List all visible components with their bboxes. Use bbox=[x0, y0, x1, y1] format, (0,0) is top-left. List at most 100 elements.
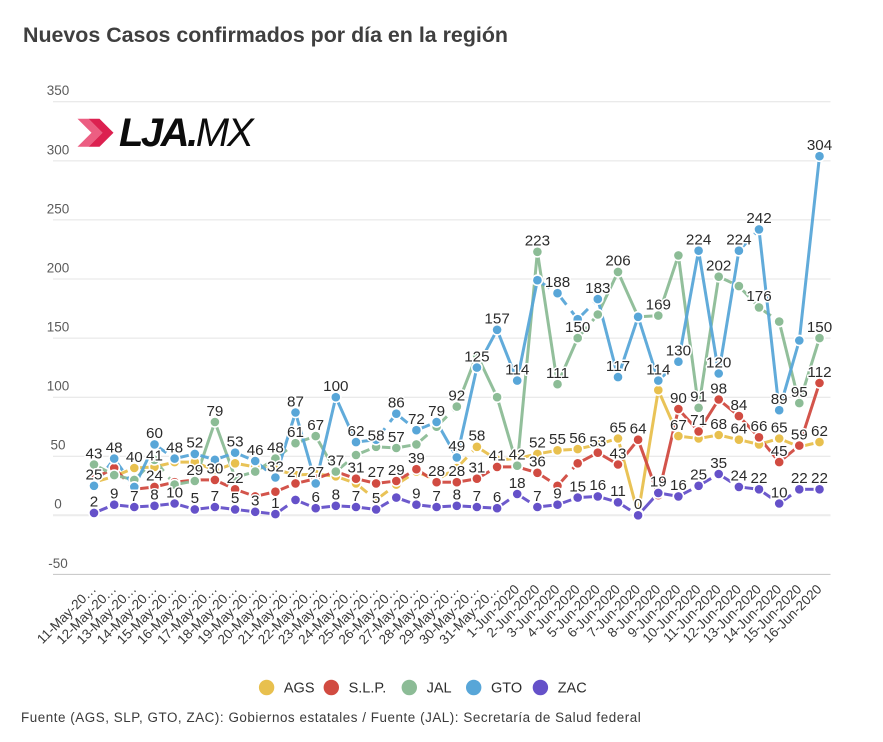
svg-text:45: 45 bbox=[771, 443, 788, 460]
svg-text:92: 92 bbox=[448, 387, 465, 404]
svg-text:-50: -50 bbox=[48, 556, 68, 571]
svg-text:120: 120 bbox=[706, 354, 731, 371]
svg-text:65: 65 bbox=[610, 419, 627, 436]
svg-text:5: 5 bbox=[231, 490, 239, 507]
svg-text:67: 67 bbox=[670, 417, 687, 434]
svg-text:22: 22 bbox=[227, 470, 244, 487]
svg-text:ZAC: ZAC bbox=[558, 681, 587, 697]
svg-text:206: 206 bbox=[605, 253, 630, 270]
svg-text:71: 71 bbox=[690, 412, 707, 429]
svg-text:350: 350 bbox=[47, 83, 70, 98]
svg-text:19: 19 bbox=[650, 474, 667, 491]
svg-text:64: 64 bbox=[730, 421, 747, 438]
svg-text:64: 64 bbox=[630, 421, 647, 438]
svg-text:37: 37 bbox=[327, 452, 344, 469]
svg-text:36: 36 bbox=[529, 454, 546, 471]
svg-text:41: 41 bbox=[146, 448, 163, 465]
svg-text:18: 18 bbox=[509, 475, 526, 492]
svg-text:48: 48 bbox=[166, 439, 183, 456]
svg-text:6: 6 bbox=[311, 489, 319, 506]
svg-text:58: 58 bbox=[368, 428, 385, 445]
svg-text:AGS: AGS bbox=[284, 681, 315, 697]
svg-text:8: 8 bbox=[150, 487, 158, 504]
svg-text:5: 5 bbox=[372, 490, 380, 507]
svg-text:48: 48 bbox=[267, 439, 284, 456]
svg-text:112: 112 bbox=[807, 364, 831, 381]
svg-text:49: 49 bbox=[448, 438, 465, 455]
svg-text:29: 29 bbox=[186, 462, 203, 479]
svg-text:90: 90 bbox=[670, 390, 687, 407]
svg-text:27: 27 bbox=[368, 464, 385, 481]
svg-text:1: 1 bbox=[271, 495, 279, 512]
svg-text:15: 15 bbox=[569, 478, 586, 495]
svg-text:28: 28 bbox=[448, 463, 465, 480]
svg-text:150: 150 bbox=[47, 320, 70, 335]
svg-text:8: 8 bbox=[332, 487, 340, 504]
svg-text:150: 150 bbox=[807, 319, 832, 336]
svg-text:22: 22 bbox=[751, 470, 768, 487]
svg-text:100: 100 bbox=[323, 378, 348, 395]
svg-text:46: 46 bbox=[247, 442, 264, 459]
svg-text:60: 60 bbox=[146, 425, 163, 442]
svg-text:7: 7 bbox=[473, 488, 481, 505]
svg-text:125: 125 bbox=[464, 348, 489, 365]
svg-text:130: 130 bbox=[666, 343, 691, 360]
svg-text:32: 32 bbox=[267, 458, 284, 475]
svg-text:157: 157 bbox=[484, 311, 509, 328]
svg-text:0: 0 bbox=[54, 497, 62, 512]
svg-text:29: 29 bbox=[388, 462, 405, 479]
svg-text:67: 67 bbox=[307, 417, 324, 434]
svg-text:91: 91 bbox=[690, 389, 707, 406]
svg-text:117: 117 bbox=[606, 358, 630, 375]
svg-text:62: 62 bbox=[348, 423, 365, 440]
svg-text:79: 79 bbox=[428, 403, 445, 420]
svg-text:66: 66 bbox=[751, 418, 768, 435]
svg-text:300: 300 bbox=[47, 142, 70, 157]
svg-text:53: 53 bbox=[227, 434, 244, 451]
svg-text:31: 31 bbox=[348, 460, 365, 477]
svg-text:7: 7 bbox=[432, 488, 440, 505]
svg-text:28: 28 bbox=[428, 463, 445, 480]
svg-text:224: 224 bbox=[726, 232, 751, 249]
svg-text:22: 22 bbox=[791, 470, 808, 487]
svg-text:24: 24 bbox=[146, 468, 163, 485]
svg-text:183: 183 bbox=[585, 280, 610, 297]
svg-text:304: 304 bbox=[807, 137, 832, 154]
svg-text:7: 7 bbox=[352, 488, 360, 505]
svg-text:22: 22 bbox=[811, 470, 828, 487]
svg-text:42: 42 bbox=[509, 447, 526, 464]
svg-text:223: 223 bbox=[525, 233, 550, 250]
svg-text:27: 27 bbox=[307, 464, 324, 481]
svg-text:98: 98 bbox=[710, 380, 727, 397]
svg-text:65: 65 bbox=[771, 419, 788, 436]
svg-text:150: 150 bbox=[565, 319, 590, 336]
svg-text:188: 188 bbox=[545, 274, 570, 291]
svg-text:5: 5 bbox=[191, 490, 199, 507]
svg-text:58: 58 bbox=[468, 428, 485, 445]
svg-text:52: 52 bbox=[186, 435, 203, 452]
svg-text:9: 9 bbox=[412, 486, 420, 503]
svg-text:100: 100 bbox=[47, 379, 70, 394]
svg-text:43: 43 bbox=[86, 445, 103, 462]
svg-text:114: 114 bbox=[505, 361, 529, 378]
svg-text:7: 7 bbox=[211, 488, 219, 505]
svg-text:40: 40 bbox=[126, 449, 143, 466]
svg-text:59: 59 bbox=[791, 426, 808, 443]
svg-text:0: 0 bbox=[634, 496, 642, 513]
svg-text:87: 87 bbox=[287, 393, 304, 410]
svg-text:56: 56 bbox=[569, 430, 586, 447]
svg-text:202: 202 bbox=[706, 258, 731, 275]
svg-text:55: 55 bbox=[549, 431, 566, 448]
svg-text:43: 43 bbox=[610, 445, 627, 462]
svg-text:61: 61 bbox=[287, 424, 304, 441]
svg-text:62: 62 bbox=[811, 423, 828, 440]
svg-text:30: 30 bbox=[206, 461, 223, 478]
svg-text:25: 25 bbox=[86, 467, 103, 484]
svg-text:GTO: GTO bbox=[491, 681, 522, 697]
svg-text:72: 72 bbox=[408, 411, 425, 428]
svg-text:89: 89 bbox=[771, 391, 788, 408]
svg-text:39: 39 bbox=[408, 450, 425, 467]
svg-text:JAL: JAL bbox=[427, 681, 452, 697]
svg-text:24: 24 bbox=[730, 468, 747, 485]
svg-text:224: 224 bbox=[686, 232, 711, 249]
